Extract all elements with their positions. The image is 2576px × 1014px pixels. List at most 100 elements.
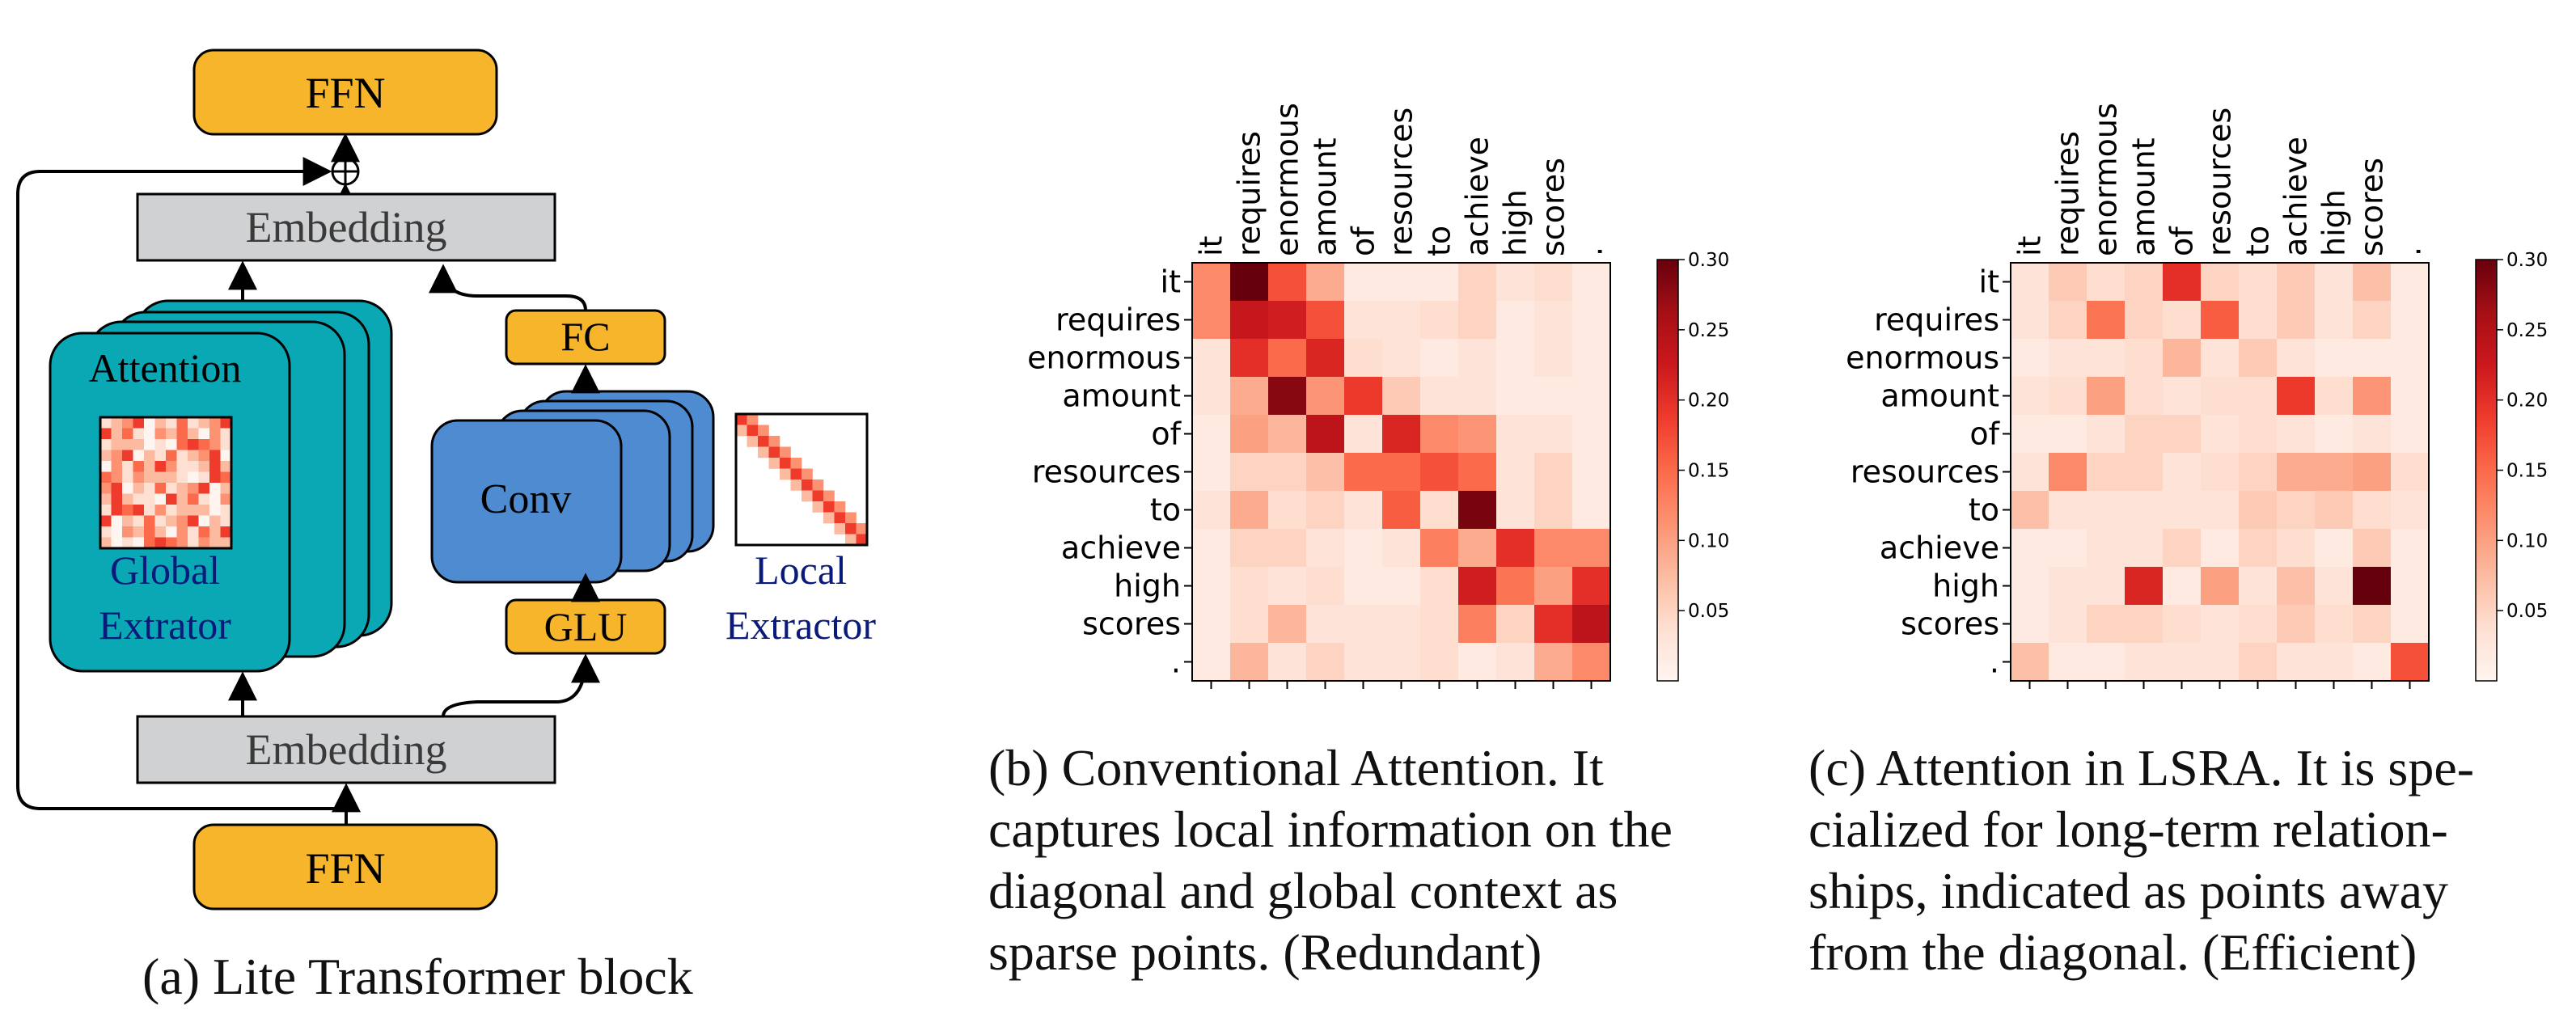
heatmap-cell <box>2239 263 2278 302</box>
heatmap-cell <box>2163 377 2202 416</box>
heatmap-cell <box>2277 491 2316 530</box>
embedding-bottom-box <box>136 715 556 784</box>
heatmap-cell <box>1382 377 1421 416</box>
colorbar-tick-label: 0.10 <box>2506 530 2548 551</box>
column-label: amount <box>1308 137 1343 256</box>
embedding-top-label: Embedding <box>246 203 447 251</box>
row-label: of <box>1969 416 2000 452</box>
heatmap-cell <box>2353 491 2392 530</box>
heatmap-cell <box>1230 415 1269 454</box>
heatmap-cell <box>2049 263 2087 302</box>
heatmap-cell <box>2201 415 2240 454</box>
heatmap-cell <box>2163 263 2202 302</box>
heatmap-cell <box>2011 415 2049 454</box>
heatmap-cell <box>2087 529 2126 568</box>
caption-b-line: captures local information on the <box>988 801 1673 858</box>
heatmap-cell <box>2087 567 2126 606</box>
heatmap-cell <box>2391 301 2430 340</box>
colorbar-tick-label: 0.20 <box>1688 391 1729 412</box>
heatmap-cell <box>2391 491 2430 530</box>
heatmap-cell <box>2353 263 2392 302</box>
heatmap-cell <box>2087 301 2126 340</box>
heatmap-cell <box>1306 339 1345 378</box>
heatmap-cell <box>1572 567 1611 606</box>
heatmap-cell <box>1420 643 1459 682</box>
heatmap-cell <box>1496 529 1535 568</box>
heatmap-cell <box>2277 263 2316 302</box>
local-label-line1: Local <box>755 547 847 593</box>
heatmap-cell <box>1382 567 1421 606</box>
heatmap-cell <box>2239 643 2278 682</box>
heatmap-cell <box>2239 415 2278 454</box>
heatmap-cell <box>2315 529 2354 568</box>
row-label: scores <box>1901 606 1999 642</box>
heatmap-cell <box>2391 453 2430 492</box>
heatmap-cell <box>2353 339 2392 378</box>
heatmap-cell <box>2391 377 2430 416</box>
heatmap-cell <box>1230 605 1269 644</box>
heatmap-cell <box>2011 339 2049 378</box>
heatmap-cell <box>1534 377 1573 416</box>
row-label: to <box>1969 492 1999 528</box>
heatmap-cell <box>1534 567 1573 606</box>
heatmap-cell <box>2011 301 2049 340</box>
heatmap-cell <box>1344 377 1383 416</box>
heatmap-cell <box>2125 529 2164 568</box>
heatmap-cell <box>1344 415 1383 454</box>
heatmap-cell <box>1268 339 1307 378</box>
residual-connection <box>16 157 346 810</box>
heatmap-cell <box>1534 301 1573 340</box>
heatmap-cell <box>1572 605 1611 644</box>
column-label: to <box>2240 226 2276 256</box>
caption-c: (c) Attention in LSRA. It is spe- cializ… <box>1808 737 2474 983</box>
heatmap-cell <box>2125 605 2164 644</box>
heatmap-cell <box>1458 415 1497 454</box>
heatmap-cell <box>2201 605 2240 644</box>
heatmap-cell <box>1268 529 1307 568</box>
heatmap-cell <box>2353 605 2392 644</box>
heatmap-cell <box>1230 567 1269 606</box>
heatmap-cell <box>1572 301 1611 340</box>
heatmap-cell <box>2163 491 2202 530</box>
heatmap-cell <box>2315 301 2354 340</box>
heatmap-cell <box>2125 453 2164 492</box>
heatmap-cell <box>2049 453 2087 492</box>
colorbar-tick-label: 0.05 <box>2506 601 2548 622</box>
row-label: achieve <box>1061 530 1181 566</box>
heatmap-cell <box>1496 491 1535 530</box>
global-label-line2: Extrator <box>99 602 231 648</box>
heatmap-cell <box>2163 415 2202 454</box>
heatmap-cell <box>2049 491 2087 530</box>
heatmap-cell <box>1534 491 1573 530</box>
heatmap-cell <box>2277 339 2316 378</box>
column-label: requires <box>2050 131 2086 256</box>
heatmap-cell <box>1458 339 1497 378</box>
heatmap-cell <box>1496 301 1535 340</box>
heatmap-cell <box>2277 301 2316 340</box>
column-label: high <box>1498 189 1533 256</box>
caption-b-line: (b) Conventional Attention. It <box>988 739 1604 796</box>
row-label: enormous <box>1846 340 1999 376</box>
heatmap-cell <box>2201 301 2240 340</box>
column-label: resources <box>2202 108 2238 256</box>
heatmap-cell <box>1382 529 1421 568</box>
heatmap-cell <box>1420 453 1459 492</box>
heatmap-cell <box>1230 339 1269 378</box>
caption-b-line: diagonal and global context as <box>988 862 1618 919</box>
heatmap-cell <box>2239 377 2278 416</box>
column-label: high <box>2316 189 2352 256</box>
row-label: scores <box>1082 606 1181 642</box>
local-label-line2: Extractor <box>725 602 876 648</box>
heatmap-cell <box>2011 529 2049 568</box>
heatmap-cell <box>1534 263 1573 302</box>
heatmap-cell <box>1420 529 1459 568</box>
heatmap-cell <box>2239 301 2278 340</box>
heatmap-cell <box>1306 491 1345 530</box>
heatmap-cell <box>1420 491 1459 530</box>
heatmap-cell <box>1344 301 1383 340</box>
heatmap-cell <box>1458 453 1497 492</box>
heatmap-cell <box>1192 339 1231 378</box>
heatmap-cell <box>2315 415 2354 454</box>
heatmap-cell <box>2163 453 2202 492</box>
row-label: high <box>1932 568 1999 604</box>
